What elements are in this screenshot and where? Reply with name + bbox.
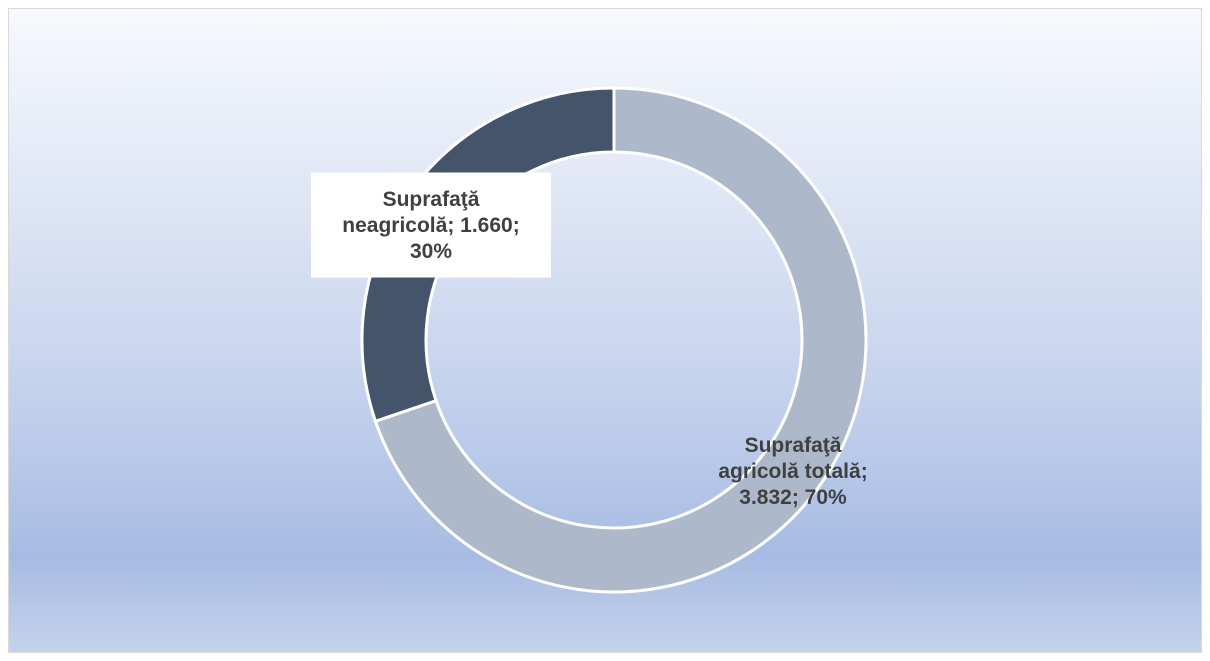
data-label-box <box>311 172 551 278</box>
chart-area: Suprafaţă agricolă totală; 3.832; 70% Supra… <box>8 8 1202 653</box>
data-label-line: 3.832; 70% <box>739 486 847 509</box>
data-label-line: agricolă totală; <box>718 460 867 483</box>
data-label-1: Suprafaţă agricolă totală; 3.832; 70% <box>718 434 867 509</box>
data-label-line: 30% <box>410 240 452 263</box>
data-label-line: Suprafaţă <box>745 434 842 457</box>
data-label-line: neagricolă; 1.660; <box>342 214 519 237</box>
data-label-line: Suprafaţă <box>383 188 480 211</box>
donut-slice-1 <box>373 86 868 594</box>
data-label-2: Suprafaţă neagricolă; 1.660; 30% <box>311 172 551 278</box>
